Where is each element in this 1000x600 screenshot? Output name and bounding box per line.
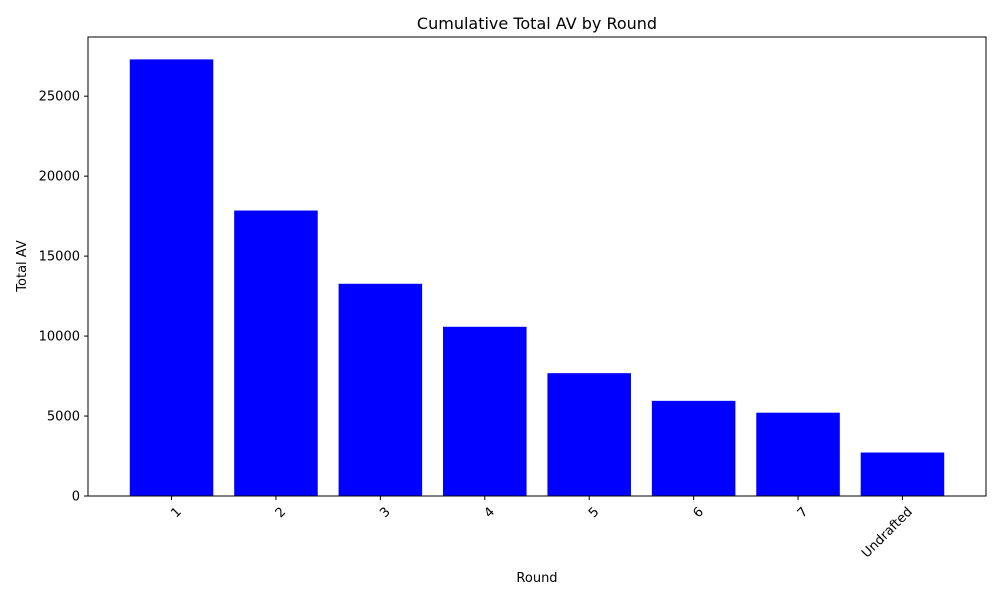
bar-4 [443,326,527,496]
y-tick-label: 15000 [39,250,80,265]
bar-3 [338,283,423,496]
x-axis-label: Round [516,571,557,586]
x-tick-label: 7 [795,505,811,521]
y-tick-label: 10000 [39,330,80,345]
y-tick-label: 20000 [39,170,80,185]
y-axis-label: Total AV [15,240,30,293]
y-axis-ticks: 0 5000 10000 15000 20000 25000 [39,90,88,505]
bar-undrafted [860,452,945,496]
x-tick-label: 1 [168,505,184,521]
x-axis-ticks: 1 2 3 4 5 6 7 Undrafted [168,496,916,562]
x-tick-label: 5 [586,505,602,521]
bar-6 [651,400,736,496]
bar-7 [756,412,840,496]
x-tick-label: 6 [690,505,706,521]
bar-2 [234,210,318,496]
y-tick-label: 0 [72,490,80,505]
x-tick-label: Undrafted [859,505,916,562]
bar-5 [547,373,631,496]
x-tick-label: 3 [377,505,393,521]
bar-1 [129,59,214,496]
y-tick-label: 5000 [47,410,80,425]
x-tick-label: 2 [273,505,289,521]
bars-group [129,59,945,496]
chart-title: Cumulative Total AV by Round [417,14,657,33]
y-tick-label: 25000 [39,90,80,105]
plot-area-frame [87,36,987,497]
x-tick-label: 4 [482,505,498,521]
